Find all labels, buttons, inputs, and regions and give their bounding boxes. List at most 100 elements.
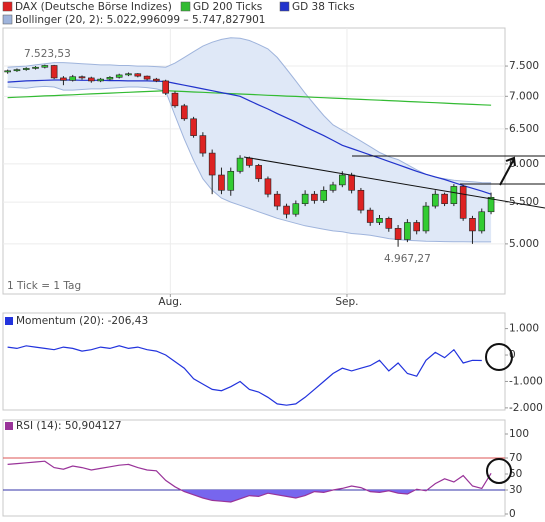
candle-body	[329, 184, 337, 191]
candle-body	[394, 228, 402, 240]
trend-line	[243, 156, 545, 209]
legend: DAX (Deutsche Börse Indizes) GD 200 Tick…	[2, 1, 355, 26]
candle-body	[180, 105, 188, 120]
layers: 5.000 5.500 6.000 6.500 7.000 7.500 Aug. Sep. 1.…	[3, 28, 543, 520]
legend-swatch	[5, 422, 13, 430]
legend-swatch	[180, 1, 191, 12]
highlight-circle	[485, 343, 513, 371]
candle-body	[69, 76, 77, 81]
legend-label: GD 38 Ticks	[292, 1, 355, 13]
candle-body	[413, 222, 420, 232]
x-tick-label: Aug.	[158, 296, 182, 308]
candle-body	[199, 135, 207, 154]
candle-body	[41, 65, 49, 68]
candle-body	[50, 65, 58, 79]
candle-body	[162, 80, 169, 94]
bollinger-upper	[7, 37, 492, 184]
candle-body	[357, 189, 365, 211]
candle-body	[125, 73, 132, 76]
annotation: 4.967,27	[384, 253, 431, 265]
rsi-frame	[2, 419, 506, 517]
momentum-frame	[2, 312, 506, 411]
candle-body	[143, 75, 151, 80]
candle-body	[218, 174, 225, 191]
candle-body	[236, 157, 244, 172]
bollinger-band	[7, 37, 492, 242]
candle-body	[78, 76, 86, 79]
legend-label: GD 200 Ticks	[193, 1, 262, 13]
arrow	[499, 156, 516, 186]
candle-body	[13, 69, 21, 72]
candle-body	[106, 77, 114, 80]
candle-body	[255, 165, 262, 180]
candle-body	[246, 157, 253, 166]
y-tick-label: 100	[509, 428, 529, 440]
legend-swatch	[279, 1, 290, 12]
oversold-area	[7, 490, 492, 502]
legend-label: Bollinger (20, 2): 5.022,996099 – 5.747,…	[15, 14, 265, 26]
indicator-line	[7, 345, 482, 406]
y-tick-label: 1.000	[509, 323, 539, 335]
drawings	[243, 155, 545, 484]
candle-body	[431, 193, 439, 207]
candle-body	[348, 174, 355, 191]
candle-body	[115, 74, 123, 78]
candle-body	[487, 197, 495, 213]
y-tick-label: -2.000	[509, 402, 543, 414]
y-tick-label: -1.000	[509, 375, 543, 387]
candle-body	[22, 68, 30, 70]
highlight-circle	[486, 458, 512, 484]
candle-body	[320, 189, 328, 201]
y-tick-label: 50	[509, 468, 522, 480]
candle-body	[469, 218, 476, 232]
legend-swatch	[2, 1, 13, 12]
candle-body	[4, 70, 11, 73]
candle-body	[283, 205, 290, 215]
y-tick-label: 7.000	[509, 90, 539, 102]
candle-body	[311, 193, 318, 201]
indicator-line	[7, 460, 492, 503]
candle-body	[190, 118, 197, 136]
y-tick-label: 5.500	[509, 196, 539, 208]
legend-swatch	[5, 317, 13, 325]
annotation: 7.523,53	[24, 48, 71, 60]
panel-label: RSI (14): 50,904127	[16, 420, 122, 432]
y-tick-label: 6.500	[509, 123, 539, 135]
y-tick-label: 6.000	[509, 158, 539, 170]
candle-body	[264, 178, 272, 195]
moving-average	[7, 90, 492, 106]
y-tick-label: 30	[509, 484, 522, 496]
panel-label: Momentum (20): -206,43	[16, 315, 148, 327]
candle-body	[32, 66, 39, 69]
candle-body	[385, 218, 393, 229]
candle-body	[366, 209, 374, 223]
candle-body	[450, 186, 458, 204]
y-tick-label: 7.500	[509, 60, 539, 72]
candle-body	[227, 170, 235, 191]
annotation: 1 Tick = 1 Tag	[7, 280, 81, 292]
candle-body	[292, 203, 300, 215]
x-tick-label: Sep.	[335, 296, 358, 308]
bollinger-lower	[7, 85, 492, 243]
candle-body	[376, 218, 383, 223]
candle-body	[404, 222, 411, 240]
candle-body	[301, 193, 309, 204]
y-tick-label: 70	[509, 452, 522, 464]
legend-swatch	[2, 14, 13, 25]
candle-body	[208, 152, 216, 176]
y-tick-label: 5.000	[509, 238, 539, 250]
candle-body	[88, 77, 95, 82]
candle-body	[273, 193, 281, 207]
candle-body	[60, 77, 67, 81]
candle-body	[339, 174, 346, 186]
candle-body	[171, 92, 179, 107]
candle-body	[441, 193, 448, 204]
candle-body	[153, 78, 160, 82]
candle-body	[478, 211, 486, 232]
candle-body	[134, 73, 142, 77]
candle-body	[422, 205, 430, 232]
candle-body	[97, 78, 104, 82]
candle-body	[459, 186, 467, 219]
y-tick-label: 0	[509, 508, 516, 520]
